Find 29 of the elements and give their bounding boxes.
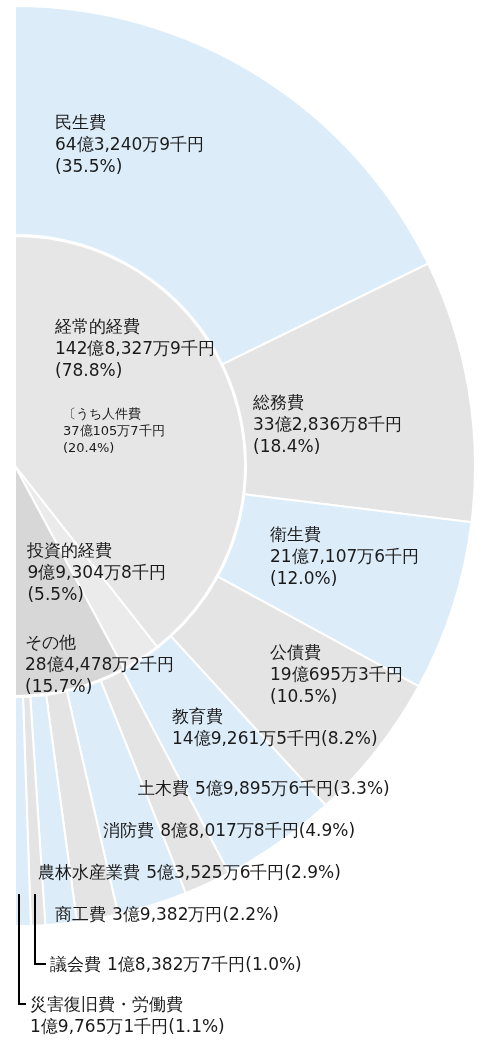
data-label: 3億9,382万円(2.2%) (112, 904, 279, 924)
data-label: 64億3,240万9千円(35.5%) (55, 134, 205, 176)
slice-label: 民生費 (55, 112, 106, 132)
slice-label: 災害復旧費・労働費 (30, 994, 183, 1014)
slice-label: 投資的経費 (26, 540, 113, 560)
data-label: 14億9,261万5千円(8.2%) (172, 728, 378, 748)
slice-label: 商工費 (55, 904, 106, 924)
slice-label: 議会費 (50, 954, 101, 974)
data-label: 9億9,304万8千円(5.5%) (27, 562, 166, 604)
data-label: 5億9,895万6千円(3.3%) (194, 778, 390, 798)
slice-label: 土木費 (137, 778, 189, 798)
text: 〔うち人件費 37億105万7千円 (20.4%) (63, 406, 165, 455)
data-label: 21億7,107万6千円(12.0%) (270, 546, 420, 588)
slice-label: 経常的経費 (54, 316, 140, 336)
data-label: 142億8,327万9千円(78.8%) (55, 338, 215, 380)
slice-label: その他 (25, 632, 76, 652)
slice-label: 農林水産業費 (38, 862, 141, 882)
data-label: 33億2,836万8千円(18.4%) (253, 414, 403, 456)
slice-label: 消防費 (103, 820, 155, 840)
data-label: 19億695万3千円(10.5%) (270, 664, 403, 706)
data-label: 5億3,525万6千円(2.9%) (146, 862, 341, 882)
slice-label: 教育費 (172, 706, 223, 726)
data-label: 1億8,382万7千円(1.0%) (107, 954, 302, 974)
slice-label: 公債費 (270, 642, 321, 662)
slice-label: 総務費 (252, 392, 304, 412)
data-label: 1億9,765万1千円(1.1%) (30, 1016, 225, 1036)
data-label: 28億4,478万2千円(15.7%) (25, 654, 175, 696)
data-label: 8億8,017万8千円(4.9%) (160, 820, 356, 840)
slice-label: 衛生費 (270, 524, 321, 544)
